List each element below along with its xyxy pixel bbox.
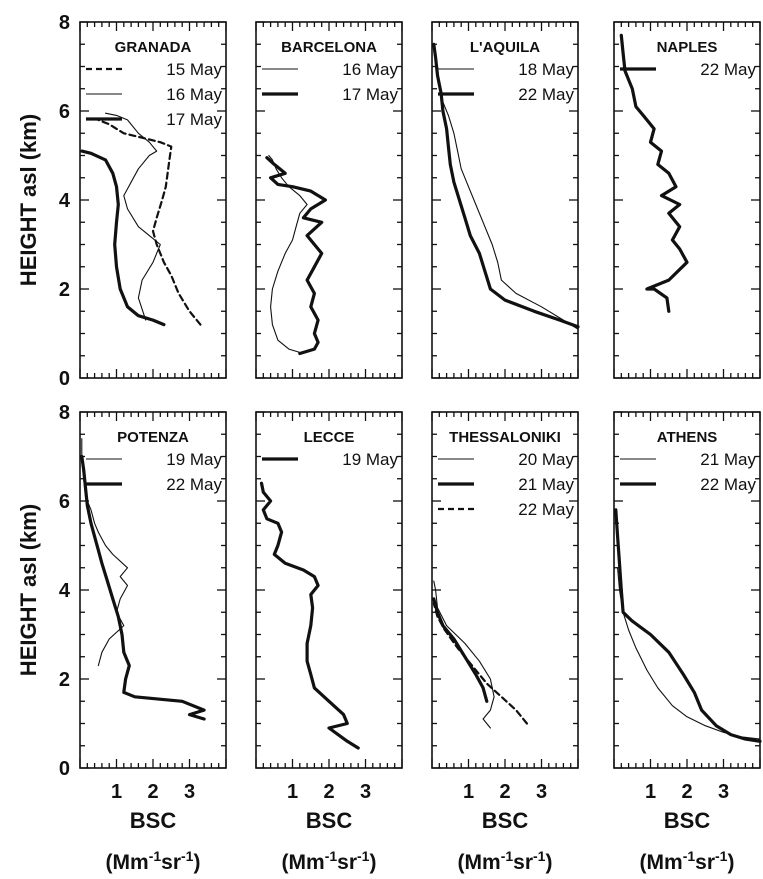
x-axis-unit: (Mm-1sr-1) (106, 848, 201, 874)
legend-label-15-may: 15 May (166, 60, 222, 79)
panel-naples: NAPLES 22 May (613, 21, 761, 379)
station-label: THESSALONIKI (449, 429, 561, 446)
x-axis-title: BSC (306, 808, 353, 833)
legend-label-21-may: 21 May (518, 475, 574, 494)
legend-label-16-may: 16 May (342, 60, 398, 79)
legend-label-17-may: 17 May (342, 85, 398, 104)
station-label: NAPLES (657, 39, 718, 56)
legend-label-18-may: 18 May (518, 60, 574, 79)
x-axis-title: BSC (664, 808, 711, 833)
x-axis-title: BSC (130, 808, 177, 833)
y-axis-title: HEIGHT asl (km) (16, 114, 41, 286)
series-line-17-may-thick (80, 149, 166, 327)
x-tick-label: 2 (323, 781, 334, 803)
y-tick-label: 2 (59, 669, 70, 691)
series-line-22-may-dashed (432, 602, 528, 725)
y-tick-label: 8 (59, 402, 70, 424)
series-line-15-may-dashed (97, 118, 202, 326)
x-tick-label: 3 (536, 781, 547, 803)
station-label: BARCELONA (281, 39, 377, 56)
legend-label-21-may: 21 May (700, 450, 756, 469)
panel-barcelona: BARCELONA 16 May 17 May (255, 21, 403, 379)
series-line-22-may-thick (80, 454, 206, 721)
x-tick-label: 3 (718, 781, 729, 803)
x-tick-label: 1 (463, 781, 474, 803)
series-line-22-may-thick (614, 508, 762, 743)
panel-lecce: LECCE 19 May (255, 411, 403, 769)
y-tick-label: 6 (59, 101, 70, 123)
legend-label-19-may: 19 May (342, 450, 398, 469)
legend-label-19-may: 19 May (166, 450, 222, 469)
x-axis-unit: (Mm-1sr-1) (458, 848, 553, 874)
y-tick-label: 8 (59, 12, 70, 34)
series-line-21-may-thin (617, 567, 761, 740)
y-tick-label: 0 (59, 758, 70, 780)
y-tick-label: 4 (59, 190, 71, 212)
series-line-19-may-thick (259, 481, 360, 750)
station-label: ATHENS (657, 429, 718, 446)
panel-l-aquila: L'AQUILA 18 May 22 May (431, 21, 580, 379)
x-tick-label: 2 (681, 781, 692, 803)
panels-layer: GRANADA 15 May 16 May 17 May BARCELONA 16 May… (79, 21, 762, 769)
legend-label-16-may: 16 May (166, 85, 222, 104)
x-axis-unit: (Mm-1sr-1) (640, 848, 735, 874)
x-tick-label: 1 (645, 781, 656, 803)
station-label: L'AQUILA (470, 39, 540, 56)
y-tick-label: 6 (59, 491, 70, 513)
station-label: LECCE (304, 429, 355, 446)
y-tick-label: 2 (59, 279, 70, 301)
legend-label-20-may: 20 May (518, 450, 574, 469)
series-line-21-may-thick (432, 597, 489, 703)
legend-label-22-may: 22 May (700, 60, 756, 79)
x-tick-label: 1 (111, 781, 122, 803)
series-line-16-may-thin (104, 112, 161, 321)
series-line-22-may-thick (619, 33, 689, 313)
series-line-17-may-thick (265, 156, 327, 356)
labels-layer: 0 2 4 6 8 HEIGHT asl (km) 0 2 4 6 8 HEIGHT asl (km)… (16, 12, 734, 874)
legend-label-22-may: 22 May (518, 500, 574, 519)
panel-potenza: POTENZA 19 May 22 May (79, 411, 227, 769)
panel-thessaloniki: THESSALONIKI 20 May 21 May 22 May (431, 411, 579, 769)
x-tick-label: 3 (360, 781, 371, 803)
x-axis-unit: (Mm-1sr-1) (282, 848, 377, 874)
station-label: GRANADA (115, 39, 192, 56)
x-tick-label: 3 (184, 781, 195, 803)
legend-label-22-may: 22 May (518, 85, 574, 104)
x-tick-label: 1 (287, 781, 298, 803)
series-line-20-may-thin (433, 580, 495, 729)
legend-label-17-may: 17 May (166, 110, 222, 129)
y-tick-label: 0 (59, 368, 70, 390)
panel-granada: GRANADA 15 May 16 May 17 May (79, 21, 227, 379)
x-axis-title: BSC (482, 808, 529, 833)
legend-label-22-may: 22 May (166, 475, 222, 494)
series-line-18-may-thin (436, 65, 579, 330)
legend-label-22-may: 22 May (700, 475, 756, 494)
x-tick-label: 2 (147, 781, 158, 803)
y-axis-title: HEIGHT asl (km) (16, 504, 41, 676)
station-label: POTENZA (117, 429, 189, 446)
y-tick-label: 4 (59, 580, 71, 602)
panel-athens: ATHENS 21 May 22 May (613, 411, 762, 769)
x-tick-label: 2 (499, 781, 510, 803)
